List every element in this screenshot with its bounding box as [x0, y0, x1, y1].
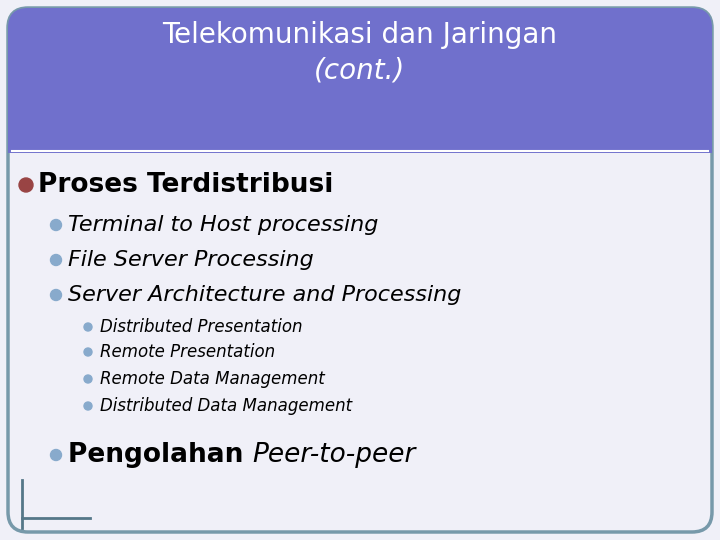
- Text: Remote Presentation: Remote Presentation: [100, 343, 275, 361]
- Text: Terminal to Host processing: Terminal to Host processing: [68, 215, 379, 235]
- FancyBboxPatch shape: [8, 8, 712, 153]
- Circle shape: [84, 348, 92, 356]
- Circle shape: [50, 289, 61, 300]
- Text: Pengolahan: Pengolahan: [68, 442, 253, 468]
- Circle shape: [19, 178, 33, 192]
- Circle shape: [50, 254, 61, 266]
- Text: Remote Data Management: Remote Data Management: [100, 370, 325, 388]
- Circle shape: [50, 219, 61, 231]
- Circle shape: [50, 449, 61, 461]
- Text: Proses Terdistribusi: Proses Terdistribusi: [38, 172, 333, 198]
- Circle shape: [84, 375, 92, 383]
- Text: (cont.): (cont.): [315, 56, 405, 84]
- Text: Server Architecture and Processing: Server Architecture and Processing: [68, 285, 462, 305]
- Circle shape: [84, 402, 92, 410]
- Text: File Server Processing: File Server Processing: [68, 250, 314, 270]
- Bar: [8, 131, 712, 153]
- Text: Telekomunikasi dan Jaringan: Telekomunikasi dan Jaringan: [163, 21, 557, 49]
- Text: Distributed Data Management: Distributed Data Management: [100, 397, 352, 415]
- Text: Distributed Presentation: Distributed Presentation: [100, 318, 302, 336]
- FancyBboxPatch shape: [8, 8, 712, 532]
- Text: Peer-to-peer: Peer-to-peer: [253, 442, 416, 468]
- Circle shape: [84, 323, 92, 331]
